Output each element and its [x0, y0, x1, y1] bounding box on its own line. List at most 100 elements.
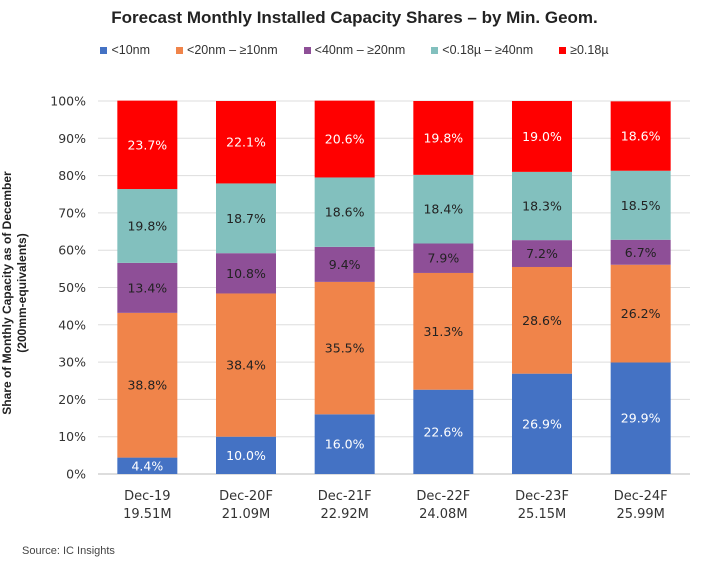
data-label: 18.4% — [423, 202, 463, 217]
bar-segment — [512, 240, 572, 267]
bar-segment — [610, 239, 671, 265]
y-tick-label: 20% — [58, 392, 86, 407]
y-tick-label: 60% — [58, 243, 86, 258]
x-tick-sublabel: 21.09M — [222, 507, 270, 522]
bar-segment — [314, 177, 375, 247]
legend-swatch — [176, 46, 184, 54]
bar-segment — [117, 262, 178, 313]
data-label: 13.4% — [127, 280, 167, 295]
legend-item: ≥0.18µ — [559, 43, 609, 57]
data-label: 20.6% — [325, 132, 365, 147]
bar-segment — [117, 189, 178, 263]
x-tick-label: Dec-24F — [614, 489, 668, 504]
data-label: 19.8% — [423, 130, 463, 145]
x-tick-label: Dec-21F — [318, 489, 372, 504]
chart-title: Forecast Monthly Installed Capacity Shar… — [111, 8, 598, 27]
bar-segment — [610, 362, 671, 474]
legend-label: <10nm — [111, 43, 151, 57]
data-label: 29.9% — [621, 411, 661, 426]
bar-segment — [314, 281, 375, 415]
y-tick-label: 10% — [58, 429, 86, 444]
source-note: Source: IC Insights — [22, 545, 115, 557]
data-label: 38.4% — [226, 358, 266, 373]
bar-segment — [216, 253, 276, 294]
legend-swatch — [559, 46, 567, 54]
data-label: 6.7% — [625, 245, 657, 260]
data-label: 19.8% — [127, 218, 167, 233]
legend-swatch — [431, 46, 439, 54]
y-tick-label: 0% — [66, 467, 86, 482]
data-label: 18.5% — [621, 198, 661, 213]
data-label: 9.4% — [329, 257, 361, 272]
bar-segment — [314, 100, 375, 178]
bar-segment — [216, 436, 276, 474]
x-tick-sublabel: 19.51M — [123, 507, 171, 522]
data-label: 18.6% — [325, 205, 365, 220]
legend-label: ≥0.18µ — [570, 43, 609, 57]
bar-segment — [117, 100, 178, 190]
legend-label: <0.18µ – ≥40nm — [442, 43, 534, 57]
data-label: 4.4% — [131, 458, 163, 473]
x-tick-sublabel: 24.08M — [419, 507, 467, 522]
y-tick-label: 40% — [58, 317, 86, 332]
legend-item: <40nm – ≥20nm — [303, 43, 406, 57]
legend-item: <10nm — [100, 43, 150, 57]
bar-segment — [512, 171, 572, 241]
y-tick-label: 30% — [58, 355, 86, 370]
x-tick-label: Dec-19 — [124, 489, 170, 504]
legend-label: <20nm – ≥10nm — [187, 43, 278, 57]
x-tick-label: Dec-22F — [416, 489, 470, 504]
legend-label: <40nm – ≥20nm — [314, 43, 406, 57]
x-tick-sublabel: 25.99M — [616, 507, 664, 522]
bar-segment — [216, 183, 276, 254]
data-label: 26.2% — [621, 306, 661, 321]
data-label: 10.8% — [226, 266, 266, 281]
bar-segment — [413, 101, 474, 175]
data-label: 10.0% — [226, 448, 266, 463]
legend-item: <20nm – ≥10nm — [176, 43, 278, 57]
bar-segment — [413, 389, 474, 474]
bar-segment — [512, 373, 572, 474]
y-tick-label: 50% — [58, 280, 86, 295]
data-label: 31.3% — [423, 324, 463, 339]
data-label: 38.8% — [127, 378, 167, 393]
data-label: 22.1% — [226, 135, 266, 150]
data-label: 19.0% — [522, 129, 562, 144]
y-tick-label: 100% — [50, 94, 86, 109]
data-label: 18.6% — [621, 129, 661, 144]
x-tick-label: Dec-23F — [515, 489, 569, 504]
x-tick-sublabel: 22.92M — [320, 507, 368, 522]
data-label: 18.7% — [226, 211, 266, 226]
bar-segment — [117, 312, 178, 458]
bar-segment — [512, 101, 572, 172]
y-tick-label: 80% — [58, 168, 86, 183]
data-label: 23.7% — [127, 137, 167, 152]
bar-segment — [117, 457, 178, 474]
bar-segment — [610, 170, 671, 240]
bar-segment — [512, 266, 572, 374]
bar-segment — [413, 174, 474, 244]
x-tick-label: Dec-20F — [219, 489, 273, 504]
legend: <10nm <20nm – ≥10nm <40nm – ≥20nm <0.18µ – … — [0, 43, 709, 57]
bar-segment — [314, 246, 375, 282]
data-label: 7.2% — [526, 246, 558, 261]
y-tick-label: 90% — [58, 131, 86, 146]
data-label: 22.6% — [423, 424, 463, 439]
x-tick-sublabel: 25.15M — [518, 507, 566, 522]
data-label: 28.6% — [522, 313, 562, 328]
legend-swatch — [100, 46, 108, 54]
bar-segment — [413, 243, 474, 273]
bar-segment — [216, 293, 276, 437]
bar-segment — [413, 272, 474, 390]
data-label: 18.3% — [522, 198, 562, 213]
bar-segment — [610, 264, 671, 363]
bar-segment — [314, 414, 375, 474]
y-tick-label: 70% — [58, 205, 86, 220]
bar-segment — [216, 101, 276, 184]
data-label: 16.0% — [325, 437, 365, 452]
bar-segment — [610, 101, 671, 171]
data-label: 26.9% — [522, 416, 562, 431]
legend-swatch — [303, 46, 311, 54]
